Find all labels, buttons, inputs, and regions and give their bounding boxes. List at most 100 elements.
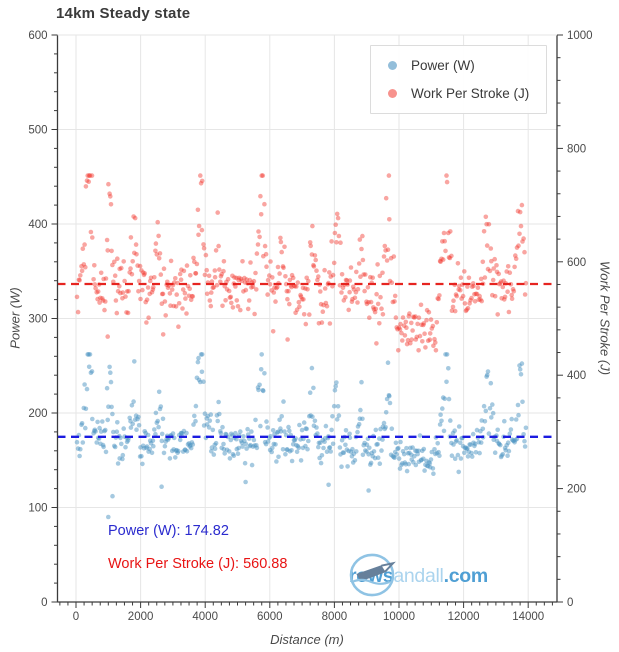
data-point	[377, 321, 382, 326]
data-point	[502, 418, 507, 424]
data-point	[104, 237, 110, 243]
data-point	[92, 282, 98, 287]
data-point	[101, 444, 106, 450]
y-left-tick-label: 200	[28, 408, 47, 420]
data-point	[356, 261, 362, 266]
data-point	[319, 320, 325, 325]
data-point	[183, 296, 188, 301]
data-point	[242, 280, 248, 285]
data-point	[462, 269, 467, 274]
wps-mean-annotation: Work Per Stroke (J): 560.88	[108, 556, 288, 572]
data-point	[130, 421, 135, 427]
data-point	[522, 438, 527, 444]
data-point	[159, 301, 165, 307]
data-point	[341, 298, 347, 303]
data-point	[449, 253, 454, 259]
data-point	[441, 428, 447, 434]
data-point	[140, 461, 145, 467]
data-point	[147, 446, 152, 452]
data-point	[90, 235, 95, 240]
data-point	[307, 312, 312, 317]
data-point	[306, 278, 311, 284]
data-point	[211, 452, 217, 457]
data-point	[213, 440, 219, 446]
data-point	[132, 359, 137, 364]
data-point	[253, 287, 259, 292]
data-point	[435, 296, 441, 301]
data-point	[520, 239, 525, 244]
data-point	[144, 297, 150, 303]
data-point	[506, 309, 512, 315]
data-point	[109, 404, 114, 410]
data-point	[522, 249, 527, 255]
data-point	[305, 446, 310, 452]
data-point	[354, 269, 359, 275]
data-point	[108, 202, 114, 207]
data-point	[484, 372, 490, 378]
data-point	[148, 275, 154, 281]
data-point	[242, 460, 248, 466]
data-point	[206, 425, 212, 430]
data-point	[196, 355, 201, 361]
data-point	[393, 315, 399, 320]
data-point	[97, 300, 102, 305]
data-point	[173, 304, 179, 309]
data-point	[394, 325, 400, 330]
data-point	[339, 272, 345, 277]
data-point	[277, 271, 282, 276]
data-point	[289, 458, 295, 464]
data-point	[443, 248, 448, 254]
data-point	[522, 292, 528, 297]
data-point	[202, 272, 208, 278]
data-point	[287, 301, 292, 307]
data-point	[477, 450, 482, 456]
data-point	[231, 453, 237, 459]
data-point	[133, 242, 139, 247]
data-point	[100, 298, 106, 303]
data-point	[145, 285, 151, 290]
x-tick-label: 6000	[257, 611, 283, 623]
data-point	[198, 181, 204, 186]
data-point	[355, 429, 360, 435]
data-point	[404, 445, 409, 451]
data-point	[137, 263, 143, 269]
data-point	[455, 261, 461, 266]
data-point	[86, 173, 92, 178]
data-point	[262, 243, 268, 249]
data-point	[258, 367, 264, 372]
data-point	[217, 267, 222, 272]
data-point	[221, 268, 226, 274]
data-point	[510, 286, 516, 292]
data-point	[465, 305, 471, 311]
data-point	[343, 277, 349, 283]
data-point	[420, 339, 425, 344]
data-point	[215, 210, 220, 215]
data-point	[147, 291, 152, 297]
data-point	[367, 445, 372, 451]
data-point	[245, 426, 250, 432]
data-point	[355, 286, 361, 292]
rowsandall-watermark[interactable]: rowsandall.com	[349, 553, 488, 599]
data-point	[335, 404, 341, 409]
data-point	[236, 275, 242, 281]
data-point	[339, 437, 345, 443]
data-point	[421, 446, 427, 452]
data-point	[460, 293, 466, 299]
data-point	[352, 458, 358, 463]
data-point	[98, 270, 104, 276]
data-point	[463, 308, 469, 314]
data-point	[174, 292, 179, 297]
data-point	[322, 267, 327, 273]
data-point	[464, 307, 470, 313]
data-point	[360, 257, 366, 263]
data-point	[93, 429, 98, 434]
data-point	[371, 305, 376, 310]
data-point	[343, 428, 349, 433]
data-point	[330, 284, 335, 289]
data-point	[341, 450, 347, 456]
data-point	[226, 449, 232, 454]
data-point	[159, 484, 164, 490]
y-left-tick-label: 400	[28, 219, 47, 231]
data-point	[318, 289, 323, 294]
data-point	[117, 266, 122, 272]
